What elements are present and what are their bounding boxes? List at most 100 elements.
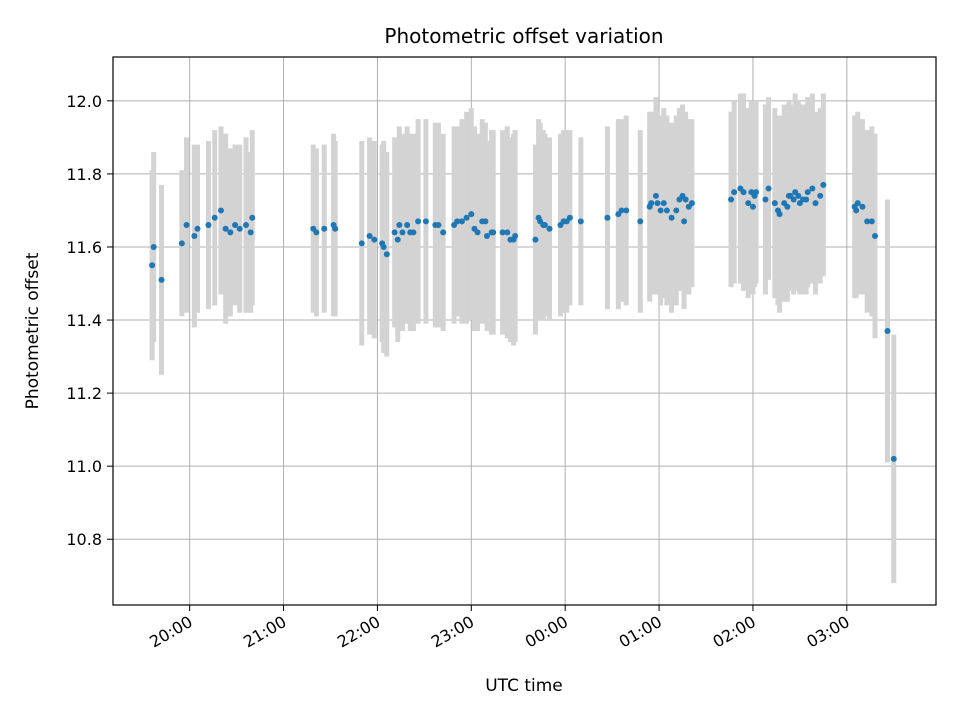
- data-point: [366, 233, 373, 240]
- data-point: [803, 196, 810, 203]
- data-point: [817, 192, 824, 199]
- data-point: [194, 225, 201, 232]
- data-point: [149, 262, 156, 269]
- data-point: [566, 214, 573, 221]
- data-point: [399, 229, 406, 236]
- data-point: [577, 218, 584, 225]
- data-point: [483, 233, 490, 240]
- data-point: [371, 236, 378, 243]
- data-point: [380, 243, 387, 250]
- data-point: [249, 214, 256, 221]
- data-point: [217, 207, 224, 214]
- data-point: [504, 229, 511, 236]
- data-point: [205, 222, 212, 229]
- data-point: [776, 211, 783, 218]
- y-tick-label: 11.4: [66, 311, 102, 330]
- data-point: [458, 218, 465, 225]
- data-point: [227, 229, 234, 236]
- data-point: [668, 214, 675, 221]
- data-point: [415, 218, 422, 225]
- data-point: [812, 200, 819, 207]
- data-point: [682, 196, 689, 203]
- data-point: [762, 196, 769, 203]
- data-point: [859, 203, 866, 210]
- x-axis-title: UTC time: [485, 676, 563, 696]
- data-point: [654, 200, 661, 207]
- data-point: [499, 229, 506, 236]
- data-point: [809, 185, 816, 192]
- data-point: [191, 233, 198, 240]
- data-point: [512, 233, 519, 240]
- data-point: [604, 214, 611, 221]
- data-point: [541, 222, 548, 229]
- data-point: [358, 240, 365, 247]
- data-point: [637, 218, 644, 225]
- data-point: [490, 229, 497, 236]
- y-axis-title: Photometric offset: [23, 252, 43, 409]
- data-point: [731, 189, 738, 196]
- data-point: [247, 229, 254, 236]
- data-point: [532, 236, 539, 243]
- data-point: [749, 203, 756, 210]
- y-tick-label: 10.8: [66, 530, 102, 549]
- data-point: [468, 211, 475, 218]
- y-tick-label: 11.2: [66, 384, 102, 403]
- data-point: [183, 222, 190, 229]
- data-point: [854, 200, 861, 207]
- data-point: [618, 207, 625, 214]
- data-point: [211, 214, 218, 221]
- data-point: [232, 222, 239, 229]
- data-point: [868, 218, 875, 225]
- data-point: [681, 218, 688, 225]
- data-point: [790, 196, 797, 203]
- data-point: [440, 229, 447, 236]
- data-point: [454, 218, 461, 225]
- data-point: [474, 229, 481, 236]
- data-point: [765, 185, 772, 192]
- data-point: [396, 222, 403, 229]
- data-point: [660, 200, 667, 207]
- data-point: [740, 189, 747, 196]
- data-point: [804, 189, 811, 196]
- data-point: [546, 225, 553, 232]
- data-point: [410, 229, 417, 236]
- y-tick-label: 11.8: [66, 165, 102, 184]
- data-point: [623, 207, 630, 214]
- data-point: [242, 222, 249, 229]
- data-point: [652, 192, 659, 199]
- data-point: [784, 203, 791, 210]
- data-point: [383, 251, 390, 258]
- data-point: [890, 455, 897, 462]
- data-point: [394, 236, 401, 243]
- data-point: [435, 222, 442, 229]
- data-points: [149, 181, 897, 462]
- data-point: [321, 225, 328, 232]
- data-point: [688, 200, 695, 207]
- data-point: [236, 225, 243, 232]
- y-tick-label: 11.0: [66, 457, 102, 476]
- data-point: [663, 207, 670, 214]
- data-point: [150, 243, 157, 250]
- data-point: [884, 328, 891, 334]
- chart-title: Photometric offset variation: [384, 24, 663, 48]
- data-point: [864, 218, 871, 225]
- data-point: [771, 200, 778, 207]
- y-tick-label: 11.6: [66, 238, 102, 257]
- data-point: [158, 276, 165, 283]
- data-point: [463, 214, 470, 221]
- data-point: [795, 192, 802, 199]
- y-tick-label: 12.0: [66, 92, 102, 111]
- data-point: [871, 233, 878, 240]
- data-point: [728, 196, 735, 203]
- data-point: [222, 225, 229, 232]
- data-point: [853, 207, 860, 214]
- data-point: [657, 207, 664, 214]
- data-point: [648, 200, 655, 207]
- data-point: [422, 218, 429, 225]
- y-axis: 10.8 11.0 11.2 11.4 11.6 11.8 12.0: [66, 92, 113, 549]
- data-point: [313, 229, 320, 236]
- data-point: [753, 189, 760, 196]
- data-point: [820, 181, 827, 188]
